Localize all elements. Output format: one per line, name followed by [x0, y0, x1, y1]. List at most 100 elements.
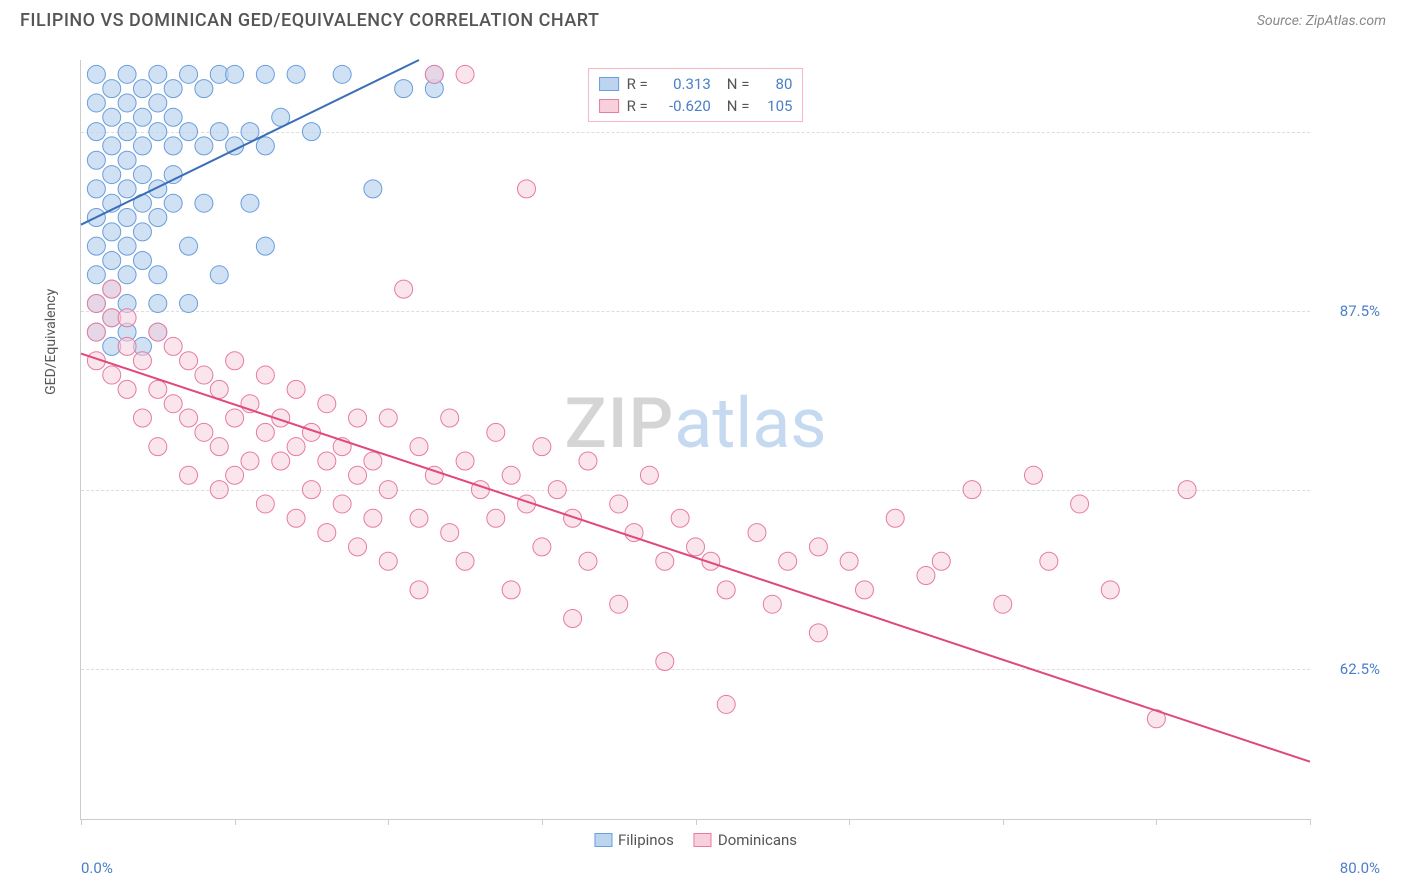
legend-swatch — [594, 833, 612, 847]
data-point — [180, 65, 198, 83]
data-point — [318, 524, 336, 542]
y-axis-label: GED/Equivalency — [43, 288, 59, 394]
x-tick — [696, 819, 697, 825]
data-point — [241, 452, 259, 470]
data-point — [149, 65, 167, 83]
data-point — [87, 294, 105, 312]
data-point — [564, 610, 582, 628]
data-point — [932, 552, 950, 570]
data-point — [287, 509, 305, 527]
data-point — [87, 123, 105, 141]
data-point — [687, 538, 705, 556]
data-point — [118, 237, 136, 255]
data-point — [103, 223, 121, 241]
data-point — [855, 581, 873, 599]
data-point — [103, 80, 121, 98]
data-point — [164, 80, 182, 98]
data-point — [364, 180, 382, 198]
data-point — [241, 123, 259, 141]
data-point — [195, 80, 213, 98]
data-point — [195, 423, 213, 441]
data-point — [164, 395, 182, 413]
data-point — [226, 65, 244, 83]
data-point — [395, 80, 413, 98]
x-tick — [388, 819, 389, 825]
legend-label: Filipinos — [618, 831, 674, 849]
data-point — [1024, 466, 1042, 484]
chart-title: FILIPINO VS DOMINICAN GED/EQUIVALENCY CO… — [20, 10, 599, 31]
data-point — [103, 166, 121, 184]
data-point — [133, 251, 151, 269]
data-point — [210, 266, 228, 284]
data-point — [456, 452, 474, 470]
data-point — [256, 423, 274, 441]
data-point — [103, 108, 121, 126]
data-point — [318, 452, 336, 470]
data-point — [1101, 581, 1119, 599]
n-value: 105 — [757, 97, 792, 115]
data-point — [502, 466, 520, 484]
data-point — [256, 495, 274, 513]
r-label: R = — [627, 97, 648, 115]
legend-item: Filipinos — [594, 831, 674, 849]
data-point — [118, 94, 136, 112]
data-point — [917, 567, 935, 585]
data-point — [87, 180, 105, 198]
data-point — [333, 495, 351, 513]
data-point — [180, 466, 198, 484]
data-point — [272, 452, 290, 470]
data-point — [410, 581, 428, 599]
data-point — [103, 280, 121, 298]
data-point — [840, 552, 858, 570]
data-point — [133, 80, 151, 98]
data-point — [180, 237, 198, 255]
data-point — [164, 337, 182, 355]
x-tick — [81, 819, 82, 825]
data-point — [149, 180, 167, 198]
n-label: N = — [727, 75, 750, 93]
data-point — [149, 323, 167, 341]
data-point — [180, 352, 198, 370]
data-point — [441, 524, 459, 542]
x-tick — [1156, 819, 1157, 825]
data-point — [533, 438, 551, 456]
y-tick-label: 87.5% — [1340, 302, 1380, 320]
data-point — [287, 65, 305, 83]
data-point — [133, 137, 151, 155]
data-point — [302, 123, 320, 141]
data-point — [809, 538, 827, 556]
data-point — [149, 266, 167, 284]
data-point — [610, 595, 628, 613]
data-point — [579, 452, 597, 470]
legend-label: Dominicans — [718, 831, 797, 849]
data-point — [717, 695, 735, 713]
data-point — [256, 137, 274, 155]
data-point — [118, 123, 136, 141]
x-tick — [542, 819, 543, 825]
data-point — [87, 237, 105, 255]
data-point — [149, 438, 167, 456]
data-point — [364, 452, 382, 470]
legend-swatch — [599, 77, 619, 91]
data-point — [164, 108, 182, 126]
r-value: 0.313 — [656, 75, 711, 93]
correlation-legend: R =0.313N =80R =-0.620N =105 — [588, 68, 804, 122]
data-point — [210, 380, 228, 398]
legend-swatch — [599, 99, 619, 113]
data-point — [610, 495, 628, 513]
data-point — [87, 94, 105, 112]
data-point — [195, 137, 213, 155]
plot-area: GED/Equivalency 62.5%87.5% ZIPatlas R =0… — [80, 60, 1310, 820]
legend-row: R =-0.620N =105 — [599, 95, 793, 117]
data-point — [518, 180, 536, 198]
data-point — [886, 509, 904, 527]
x-tick — [1003, 819, 1004, 825]
data-point — [118, 151, 136, 169]
data-point — [502, 581, 520, 599]
data-point — [180, 123, 198, 141]
source-attribution: Source: ZipAtlas.com — [1257, 13, 1386, 29]
data-point — [133, 352, 151, 370]
data-point — [487, 423, 505, 441]
data-point — [210, 481, 228, 499]
data-point — [226, 352, 244, 370]
